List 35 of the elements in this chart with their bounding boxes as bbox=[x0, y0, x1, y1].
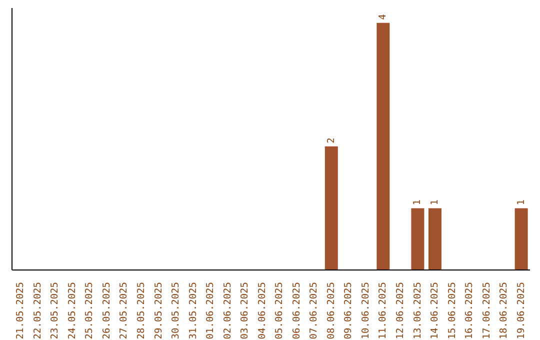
x-tick-label: 04.06.2025 bbox=[256, 282, 268, 340]
x-tick-label: 08.06.2025 bbox=[326, 282, 337, 340]
x-tick-label: 12.06.2025 bbox=[395, 282, 406, 340]
x-tick-label: 22.05.2025 bbox=[32, 282, 44, 340]
x-tick-label: 24.05.2025 bbox=[66, 282, 78, 340]
x-tick-label: 29.05.2025 bbox=[153, 282, 164, 340]
x-tick-label: 13.06.2025 bbox=[412, 282, 424, 340]
x-tick-label: 01.06.2025 bbox=[205, 282, 216, 340]
x-tick-label: 09.06.2025 bbox=[343, 282, 354, 340]
x-tick-label: 18.06.2025 bbox=[498, 282, 510, 340]
data-label: 1 bbox=[412, 199, 424, 206]
x-tick-label: 10.06.2025 bbox=[360, 282, 372, 340]
x-tick-label: 31.05.2025 bbox=[188, 282, 199, 340]
x-tick-label: 30.05.2025 bbox=[170, 282, 182, 340]
x-tick-label: 15.06.2025 bbox=[446, 282, 458, 340]
x-tick-label: 07.06.2025 bbox=[308, 282, 320, 340]
x-tick-label: 28.05.2025 bbox=[136, 282, 147, 340]
data-label: 1 bbox=[516, 199, 527, 206]
x-tick-label: 17.06.2025 bbox=[481, 282, 492, 340]
x-tick-label: 05.06.2025 bbox=[274, 282, 286, 340]
x-tick-label: 03.06.2025 bbox=[240, 282, 251, 340]
x-tick-label: 11.06.2025 bbox=[378, 282, 389, 340]
x-tick-label: 27.05.2025 bbox=[118, 282, 130, 340]
x-tick-label: 23.05.2025 bbox=[50, 282, 61, 340]
data-label: 4 bbox=[378, 14, 389, 20]
x-tick-label: 16.06.2025 bbox=[464, 282, 476, 340]
x-tick-label: 25.05.2025 bbox=[84, 282, 96, 340]
data-label: 2 bbox=[326, 138, 337, 144]
data-label: 1 bbox=[429, 199, 440, 206]
x-tick-label: 26.05.2025 bbox=[101, 282, 112, 340]
x-tick-label: 14.06.2025 bbox=[430, 282, 441, 340]
x-tick-label: 06.06.2025 bbox=[291, 282, 302, 340]
x-tick-label: 19.06.2025 bbox=[516, 282, 527, 340]
x-tick-label: 21.05.2025 bbox=[15, 282, 26, 340]
x-tick-label: 02.06.2025 bbox=[222, 282, 234, 340]
